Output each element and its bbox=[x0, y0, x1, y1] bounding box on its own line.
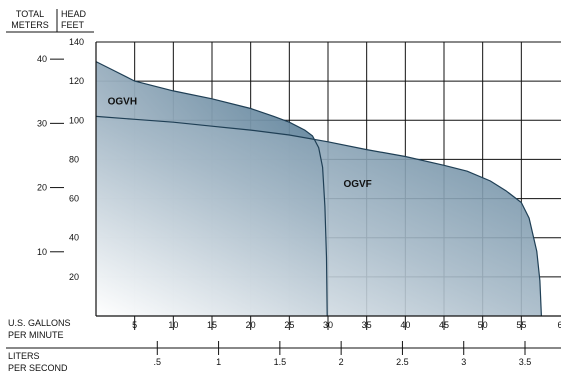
header-meters-line-2: METERS bbox=[11, 20, 49, 30]
feet-tick-label: 140 bbox=[69, 37, 84, 47]
series-label-ogvh: OGVH bbox=[108, 97, 137, 108]
feet-tick-label: 100 bbox=[69, 115, 84, 125]
series-areas bbox=[95, 61, 542, 317]
series-label-ogvf: OGVF bbox=[343, 179, 371, 190]
gpm-axis: U.S. GALLONS PER MINUTE 5101520253035404… bbox=[8, 316, 561, 340]
feet-tick-label: 20 bbox=[69, 272, 79, 282]
lps-axis-label-line-2: PER SECOND bbox=[8, 363, 68, 373]
header-meters-line-1: TOTAL bbox=[16, 9, 44, 19]
gpm-axis-label-line-2: PER MINUTE bbox=[8, 330, 64, 340]
series-line-ogvf bbox=[95, 115, 542, 317]
meters-tick-label: 10 bbox=[37, 247, 47, 257]
lps-tick-label: 2.5 bbox=[396, 357, 409, 367]
lps-axis: LITERS PER SECOND .5 1 1.5 2 2.5 3 3.5 bbox=[8, 341, 531, 373]
lps-ticks: .5 1 1.5 2 2.5 3 3.5 bbox=[154, 341, 532, 367]
lps-tick-label: 3.5 bbox=[519, 357, 532, 367]
gpm-tick-label: 6 bbox=[557, 320, 561, 330]
meters-axis: 10 20 30 40 bbox=[37, 54, 64, 257]
header-feet: HEAD FEET bbox=[61, 9, 87, 30]
series-labels: OGVH OGVF bbox=[108, 97, 372, 190]
series-line-ogvh bbox=[95, 61, 328, 317]
lps-tick-label: 3 bbox=[461, 357, 466, 367]
gpm-ticks: 5101520253035404550556 bbox=[132, 316, 561, 330]
lps-tick-label: 1 bbox=[216, 357, 221, 367]
feet-tick-label: 40 bbox=[69, 233, 79, 243]
lps-axis-label-line-1: LITERS bbox=[8, 351, 40, 361]
feet-axis: 20 40 60 80 100 120 140 bbox=[69, 37, 84, 282]
feet-tick-label: 60 bbox=[69, 194, 79, 204]
meters-tick-label: 20 bbox=[37, 183, 47, 193]
header-feet-line-1: HEAD bbox=[61, 9, 87, 19]
meters-tick-label: 40 bbox=[37, 54, 47, 64]
header-feet-line-2: FEET bbox=[61, 20, 85, 30]
gpm-axis-label-line-1: U.S. GALLONS bbox=[8, 318, 71, 328]
feet-tick-label: 120 bbox=[69, 76, 84, 86]
series-area-ogvf bbox=[96, 116, 542, 317]
lps-tick-label: .5 bbox=[154, 357, 162, 367]
meters-tick-label: 30 bbox=[37, 118, 47, 128]
feet-tick-label: 80 bbox=[69, 154, 79, 164]
lps-tick-label: 2 bbox=[339, 357, 344, 367]
lps-tick-label: 1.5 bbox=[274, 357, 287, 367]
header-meters: TOTAL METERS bbox=[11, 9, 49, 30]
